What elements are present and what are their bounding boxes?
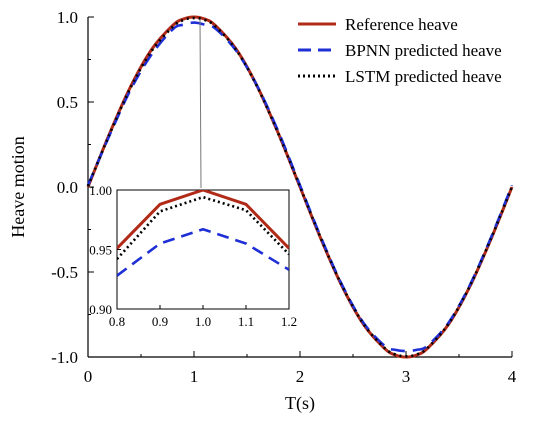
main-lines xyxy=(86,15,514,359)
inset-x-tick-label: 0.9 xyxy=(152,314,168,329)
inset-x-tick-label: 1.1 xyxy=(238,314,254,329)
main-plot: 0 1 2 3 4 1.0 0.5 0.0 -0.5 -1.0 xyxy=(51,8,517,386)
inset-y-tick-label: 0.90 xyxy=(89,302,112,317)
x-tick-label: 3 xyxy=(402,367,411,386)
legend-label-0: Reference heave xyxy=(345,15,458,34)
y-tick-label: -1.0 xyxy=(51,348,78,367)
inset-series-line-0 xyxy=(117,190,289,250)
main-axes: 0 1 2 3 4 1.0 0.5 0.0 -0.5 -1.0 xyxy=(51,8,517,386)
x-tick-label: 1 xyxy=(190,367,199,386)
zoom-inset: 0.8 0.9 1.0 1.1 1.2 1.00 0.95 0.90 xyxy=(89,19,297,329)
series-line-2 xyxy=(86,16,514,358)
y-tick-label: 0.0 xyxy=(57,178,78,197)
legend-label-1: BPNN predicted heave xyxy=(345,41,502,60)
inset-x-tick-label: 1.2 xyxy=(281,314,297,329)
series-line-1 xyxy=(86,21,514,353)
inset-frame xyxy=(116,189,290,310)
y-tick-label: 0.5 xyxy=(57,93,78,112)
y-axis-title: Heave motion xyxy=(8,136,28,237)
zoom-connector xyxy=(199,19,202,189)
legend-label-2: LSTM predicted heave xyxy=(345,67,502,86)
inset-y-tick-label: 0.95 xyxy=(89,243,112,258)
x-axis-title: T(s) xyxy=(285,393,315,414)
legend: Reference heave BPNN predicted heave LSTM … xyxy=(298,15,502,86)
x-tick-label: 2 xyxy=(296,367,305,386)
y-tick-label: 1.0 xyxy=(57,8,78,27)
x-tick-label: 4 xyxy=(508,367,517,386)
x-tick-label: 0 xyxy=(84,367,93,386)
y-tick-label: -0.5 xyxy=(51,263,78,282)
inset-x-tick-label: 1.0 xyxy=(195,314,211,329)
inset-series-line-1 xyxy=(117,227,289,277)
inset-y-tick-label: 1.00 xyxy=(89,183,112,198)
inset-x-tick-label: 0.8 xyxy=(109,314,125,329)
